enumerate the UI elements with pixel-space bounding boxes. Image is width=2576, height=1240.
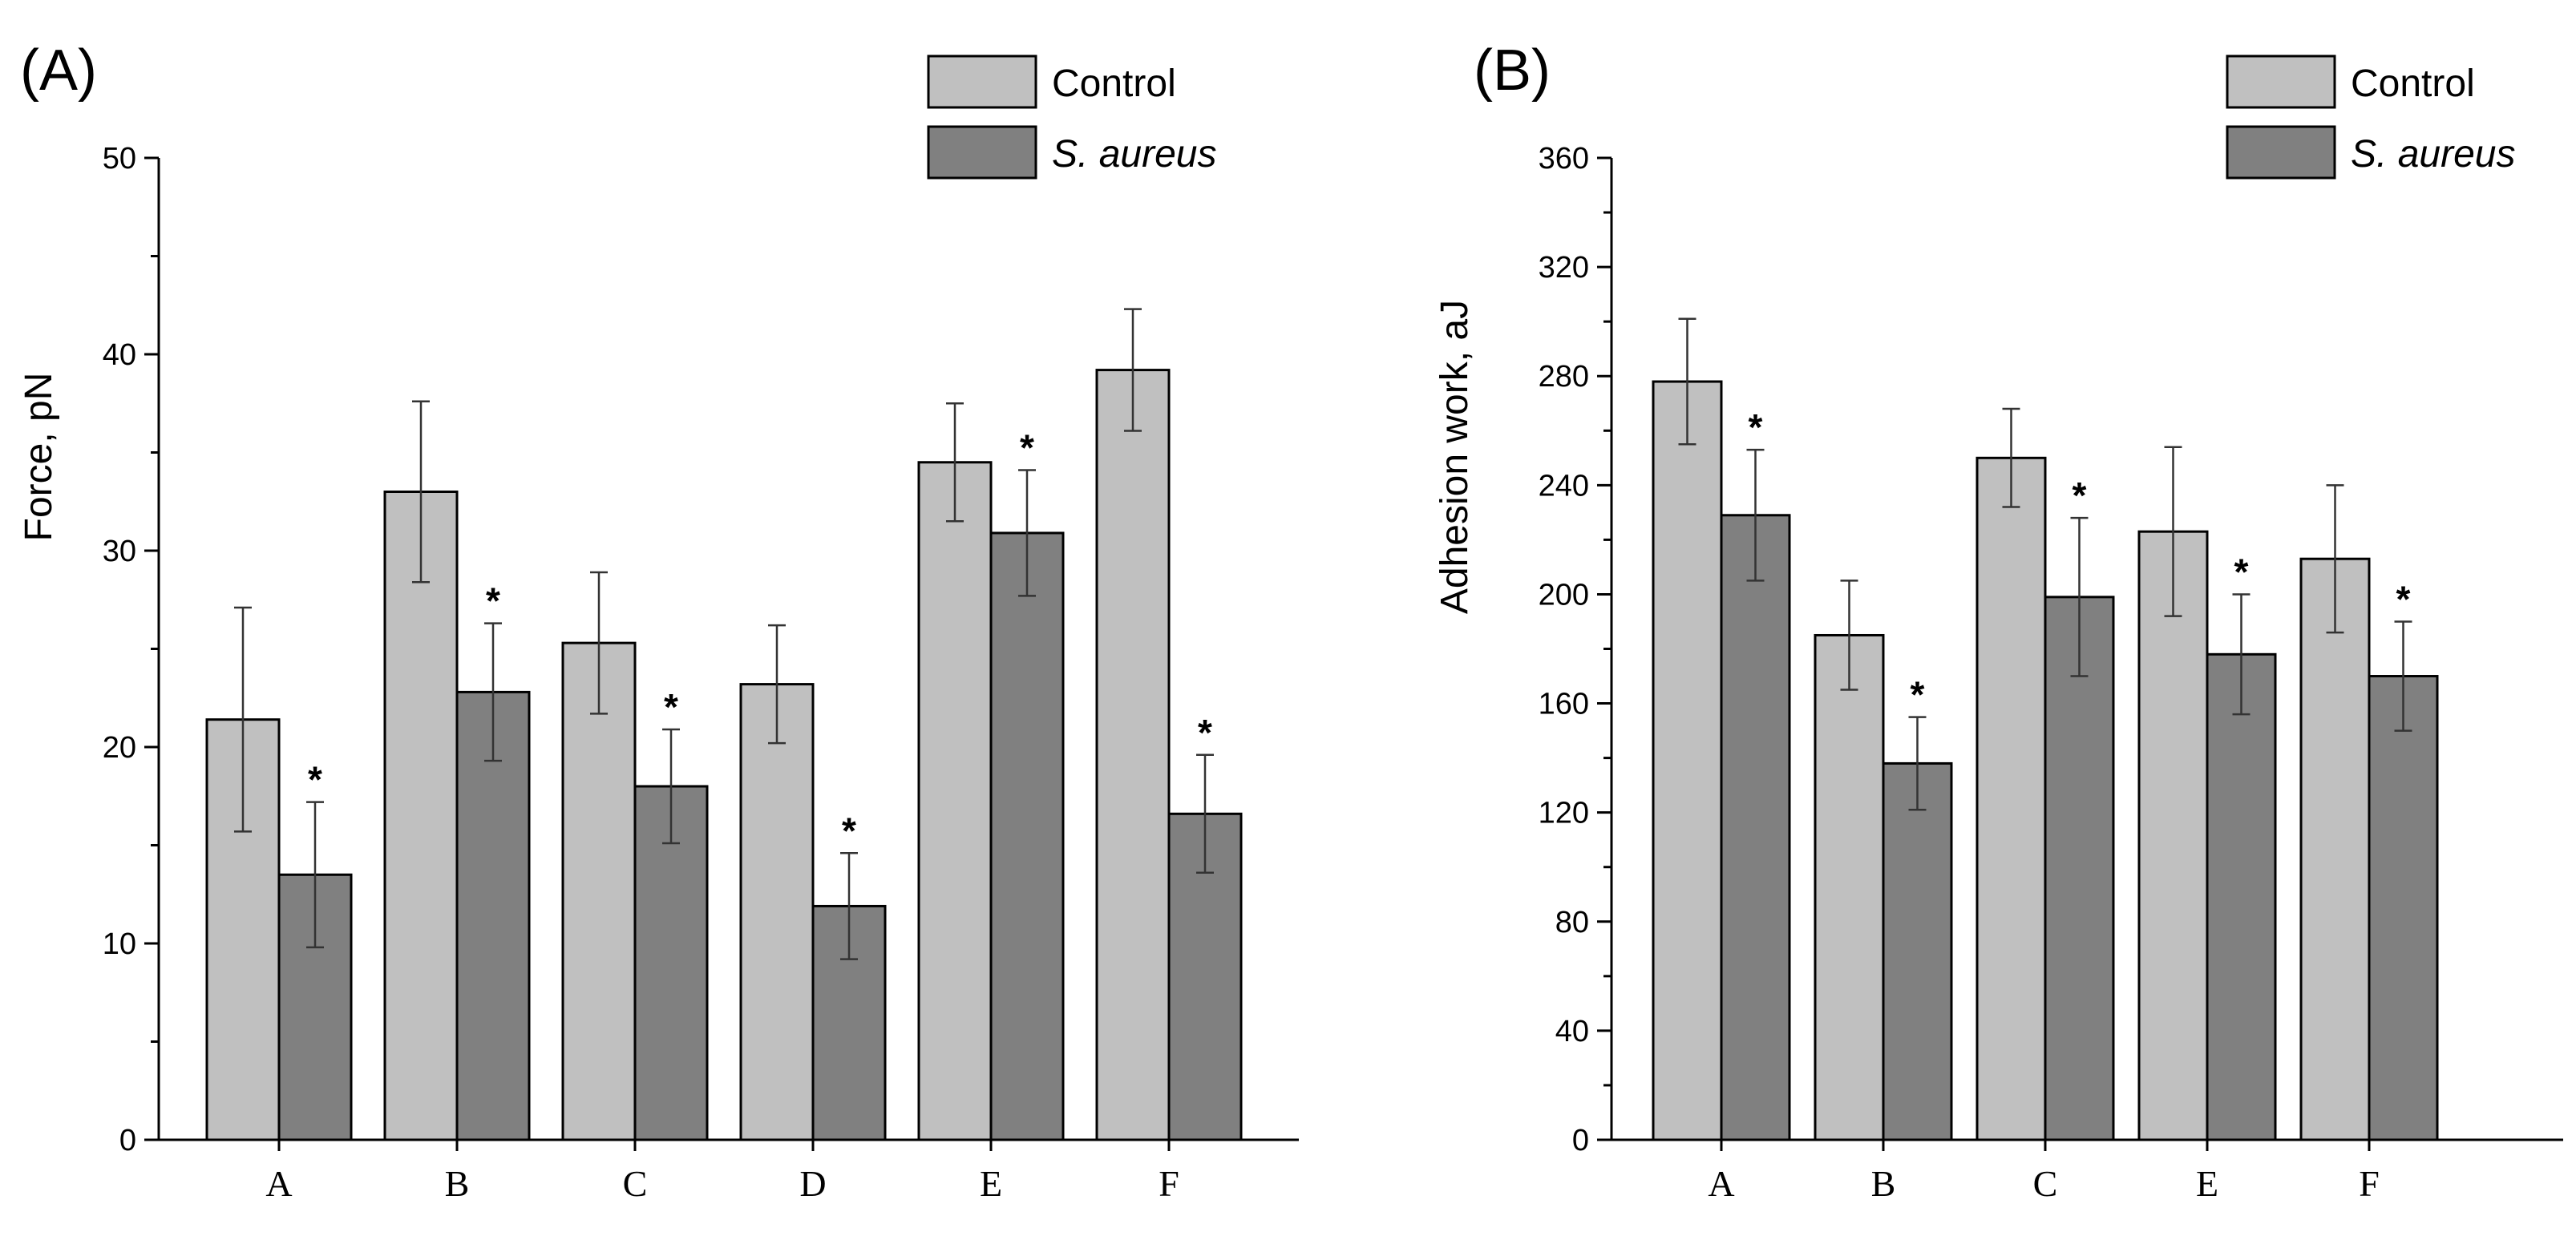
significance-marker: * (2073, 475, 2087, 516)
bar-treated-F (2368, 675, 2439, 1141)
y-tick-label: 360 (1539, 142, 1589, 176)
y-tick-label: 80 (1555, 906, 1589, 939)
significance-marker: * (664, 686, 678, 728)
bar-control-E (917, 461, 993, 1141)
y-tick-label: 0 (1572, 1124, 1589, 1157)
legend-label-treated-a: S. aureus (1052, 133, 1216, 176)
x-tick-label: D (799, 1163, 826, 1204)
significance-marker: * (1020, 427, 1034, 469)
bar-control-F (1095, 369, 1171, 1141)
x-tick-label: C (2033, 1163, 2058, 1204)
bar-treated-C (2044, 596, 2115, 1141)
bar-control-D (739, 683, 815, 1141)
significance-marker: * (1749, 406, 1763, 448)
legend-swatch-treated-b (2226, 125, 2336, 180)
legend-a: Control S. aureus (927, 55, 1216, 180)
bar-control-C (561, 641, 637, 1141)
bar-treated-B (1882, 761, 1953, 1141)
bar-treated-A (1720, 514, 1791, 1141)
panel-label-b: (B) (1474, 38, 1551, 103)
y-tick-label: 240 (1539, 469, 1589, 503)
significance-marker: * (1198, 712, 1212, 753)
x-tick-label: E (980, 1163, 1002, 1204)
legend-label-control-b: Control (2351, 63, 2475, 105)
y-tick-label: 30 (103, 535, 136, 568)
significance-marker: * (308, 759, 322, 801)
x-tick-label: B (1871, 1163, 1896, 1204)
panel-label-a: (A) (20, 38, 97, 103)
y-tick-label: 0 (119, 1124, 136, 1157)
panel-a: (A) Force, pN Control S. aureus 0 10 20 30 4… (18, 38, 1299, 1204)
bar-treated-E (2206, 652, 2277, 1141)
significance-marker: * (1911, 674, 1925, 716)
x-tick-label: F (2359, 1163, 2380, 1204)
y-tick-label: 120 (1539, 797, 1589, 830)
x-tick-label: A (1708, 1163, 1734, 1204)
legend-swatch-control-b (2226, 55, 2336, 109)
bar-treated-B (455, 690, 531, 1141)
legend-swatch-control-a (927, 55, 1037, 109)
significance-marker: * (842, 810, 856, 851)
plot-area-a: 0 10 20 30 40 50 * A * B * C * D * E * F (103, 142, 1299, 1204)
y-tick-label: 40 (1555, 1015, 1589, 1048)
significance-marker: * (2234, 551, 2249, 592)
x-tick-label: B (445, 1163, 470, 1204)
legend-label-treated-b: S. aureus (2351, 133, 2515, 176)
legend-label-control-a: Control (1052, 63, 1176, 105)
bar-control-C (1975, 456, 2047, 1141)
panel-b: (B) Adhesion work, aJ Control S. aureus … (1434, 38, 2563, 1204)
bar-control-B (383, 491, 459, 1141)
bar-control-F (2299, 557, 2371, 1141)
y-tick-label: 280 (1539, 360, 1589, 394)
y-tick-label: 40 (103, 338, 136, 372)
significance-marker: * (2396, 578, 2411, 620)
bar-control-E (2137, 530, 2209, 1141)
legend-swatch-treated-a (927, 125, 1037, 180)
bar-control-A (1652, 380, 1723, 1141)
y-tick-label: 320 (1539, 251, 1589, 285)
bar-control-B (1814, 633, 1885, 1141)
y-tick-label: 200 (1539, 578, 1589, 612)
x-tick-label: F (1159, 1163, 1179, 1204)
bar-treated-E (989, 531, 1065, 1141)
x-tick-label: E (2196, 1163, 2218, 1204)
y-tick-label: 160 (1539, 688, 1589, 721)
x-tick-label: C (623, 1163, 648, 1204)
y-tick-label: 10 (103, 927, 136, 961)
x-tick-label: A (265, 1163, 292, 1204)
significance-marker: * (486, 580, 500, 622)
y-tick-label: 20 (103, 731, 136, 765)
y-axis-title-b: Adhesion work, aJ (1434, 300, 1476, 614)
y-axis-title-a: Force, pN (18, 373, 60, 542)
legend-b: Control S. aureus (2226, 55, 2515, 180)
plot-area-b: 0 40 80 120 160 200 240 280 320 360 * A * B * C * E * F (1539, 142, 2563, 1204)
y-tick-label: 50 (103, 142, 136, 176)
